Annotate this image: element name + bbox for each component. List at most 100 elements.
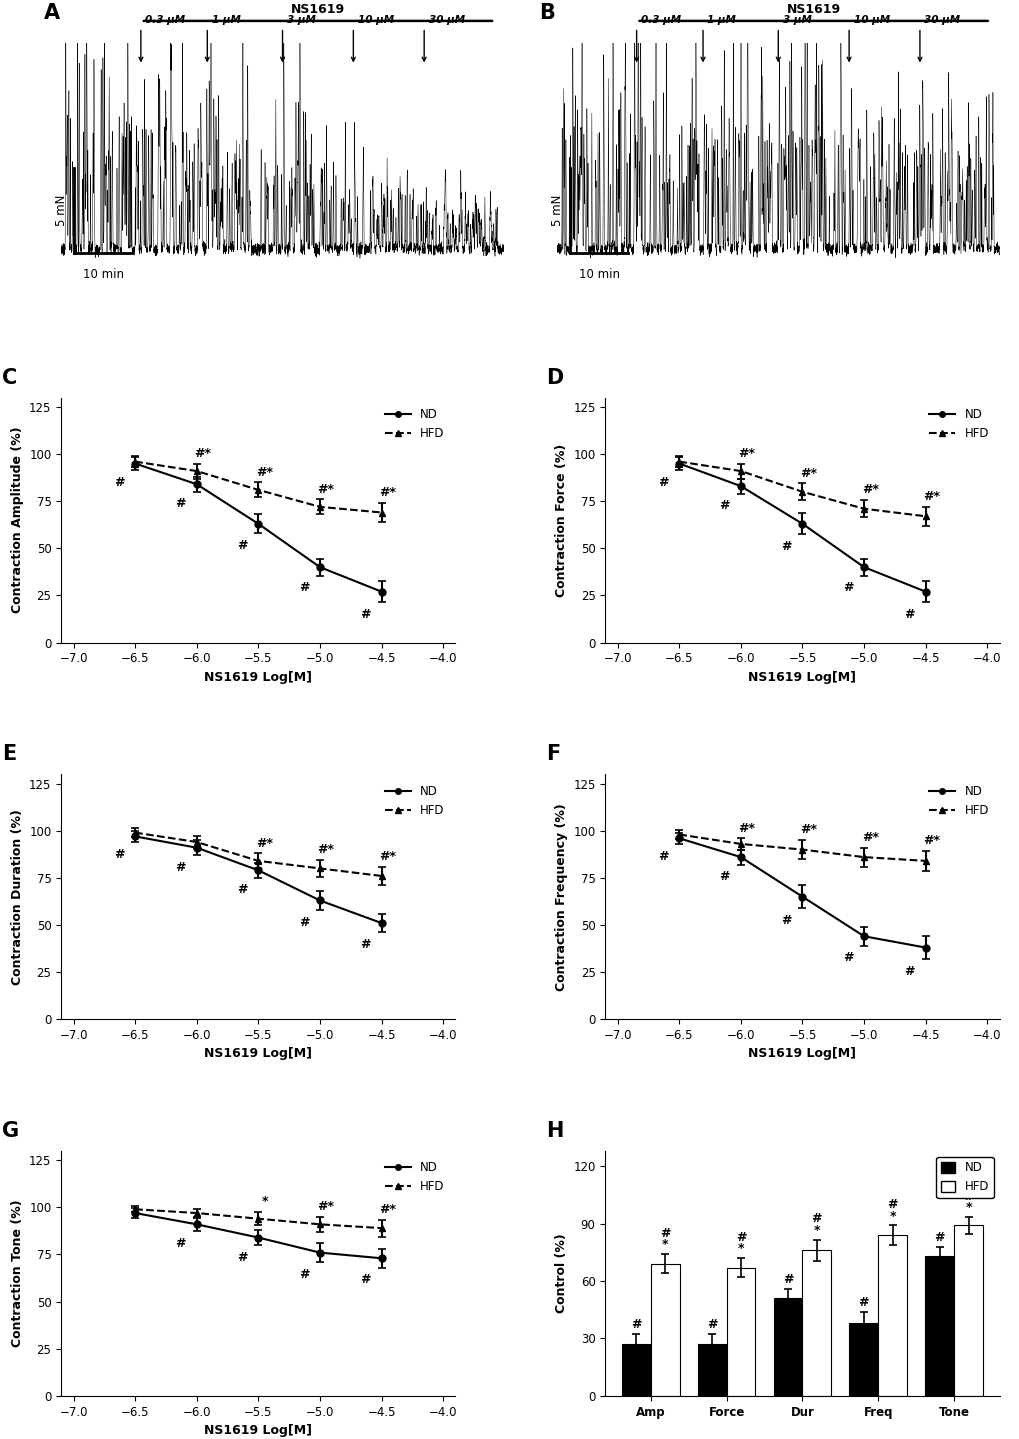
Text: #*: #*	[922, 491, 940, 504]
Y-axis label: Contraction Duration (%): Contraction Duration (%)	[10, 809, 23, 984]
Text: #*: #*	[922, 833, 940, 846]
Text: B: B	[539, 3, 554, 23]
Text: #: #	[904, 964, 914, 977]
Text: #: #	[781, 914, 791, 927]
Text: #: #	[735, 1230, 746, 1243]
Text: #: #	[657, 849, 667, 862]
Text: #*: #*	[799, 823, 816, 836]
Text: #*: #*	[256, 836, 273, 849]
Text: #*: #*	[256, 466, 273, 479]
Text: #*: #*	[379, 486, 395, 499]
Text: #: #	[718, 499, 730, 512]
Text: #: #	[781, 540, 791, 553]
Text: #: #	[706, 1318, 716, 1331]
Text: #: #	[657, 476, 667, 489]
Text: #: #	[858, 1295, 868, 1308]
Text: 10 min: 10 min	[83, 268, 123, 281]
Text: 5 mN: 5 mN	[550, 194, 564, 226]
Text: #: #	[659, 1227, 669, 1240]
Bar	[726, 1268, 755, 1396]
Text: #: #	[175, 861, 185, 873]
Text: #: #	[718, 871, 730, 884]
Text: #: #	[842, 581, 853, 594]
Text: 1 μM: 1 μM	[707, 16, 736, 26]
Text: *: *	[964, 1202, 971, 1215]
Text: #: #	[360, 938, 371, 951]
Text: 10 μM: 10 μM	[853, 16, 889, 26]
Y-axis label: Contraction Tone (%): Contraction Tone (%)	[10, 1200, 23, 1347]
Legend: ND, HFD: ND, HFD	[380, 1157, 449, 1199]
Text: 30 μM: 30 μM	[428, 16, 465, 26]
Text: #: #	[175, 498, 185, 511]
Text: #*: #*	[317, 1200, 334, 1213]
Text: #*: #*	[738, 822, 755, 835]
Text: #*: #*	[799, 466, 816, 479]
Text: #*: #*	[379, 1203, 395, 1216]
Text: NS1619: NS1619	[290, 3, 344, 16]
Legend: ND, HFD: ND, HFD	[923, 780, 993, 822]
Y-axis label: Contraction Force (%): Contraction Force (%)	[554, 443, 568, 597]
X-axis label: NS1619 Log[M]: NS1619 Log[M]	[748, 671, 856, 684]
Text: #: #	[236, 884, 248, 896]
Y-axis label: Contraction Frequency (%): Contraction Frequency (%)	[554, 803, 568, 990]
X-axis label: NS1619 Log[M]: NS1619 Log[M]	[748, 1048, 856, 1061]
Text: #: #	[360, 607, 371, 620]
Bar	[877, 1235, 906, 1396]
Text: *: *	[737, 1242, 744, 1255]
Bar	[849, 1322, 877, 1396]
Legend: ND, HFD: ND, HFD	[380, 780, 449, 822]
Y-axis label: Contraction Amplitude (%): Contraction Amplitude (%)	[10, 427, 23, 613]
Text: #*: #*	[861, 484, 877, 496]
Text: 1 μM: 1 μM	[212, 16, 240, 26]
Text: #: #	[887, 1199, 897, 1212]
Text: #: #	[962, 1190, 973, 1203]
Legend: ND, HFD: ND, HFD	[923, 403, 993, 445]
Text: *: *	[661, 1239, 667, 1252]
Bar	[650, 1263, 679, 1396]
Legend: ND, HFD: ND, HFD	[380, 403, 449, 445]
Text: F: F	[545, 744, 559, 764]
Text: 30 μM: 30 μM	[923, 16, 960, 26]
Bar	[802, 1250, 830, 1396]
Text: 10 min: 10 min	[578, 268, 619, 281]
Text: A: A	[44, 3, 59, 23]
Text: *: *	[261, 1196, 268, 1209]
Text: C: C	[2, 368, 17, 387]
Text: 5 mN: 5 mN	[55, 194, 68, 226]
Text: 0.3 μM: 0.3 μM	[640, 16, 681, 26]
Text: #: #	[782, 1272, 793, 1286]
X-axis label: NS1619 Log[M]: NS1619 Log[M]	[204, 671, 312, 684]
Text: #: #	[114, 476, 124, 489]
Text: D: D	[545, 368, 562, 387]
Bar	[772, 1298, 802, 1396]
Text: G: G	[2, 1121, 19, 1141]
Text: #*: #*	[317, 482, 334, 495]
Text: *: *	[889, 1210, 895, 1223]
Text: #*: #*	[861, 830, 877, 843]
Text: #: #	[299, 581, 309, 594]
Text: #*: #*	[195, 446, 211, 459]
Text: #: #	[236, 538, 248, 553]
Text: #*: #*	[379, 850, 395, 863]
Y-axis label: Control (%): Control (%)	[554, 1233, 568, 1314]
Bar	[924, 1256, 953, 1396]
Text: #*: #*	[738, 446, 755, 459]
Text: #: #	[175, 1236, 185, 1249]
Text: H: H	[545, 1121, 562, 1141]
Text: #: #	[299, 1268, 309, 1281]
Text: #: #	[811, 1213, 821, 1226]
Text: 3 μM: 3 μM	[286, 16, 316, 26]
Text: #: #	[236, 1250, 248, 1263]
Bar	[953, 1226, 982, 1396]
Text: #: #	[842, 951, 853, 964]
Bar	[622, 1344, 650, 1396]
Legend: ND, HFD: ND, HFD	[935, 1157, 993, 1199]
X-axis label: NS1619 Log[M]: NS1619 Log[M]	[204, 1425, 312, 1438]
Text: #: #	[631, 1318, 641, 1331]
Bar	[697, 1344, 726, 1396]
Text: #: #	[299, 915, 309, 928]
X-axis label: NS1619 Log[M]: NS1619 Log[M]	[204, 1048, 312, 1061]
Text: 0.3 μM: 0.3 μM	[145, 16, 185, 26]
Text: 10 μM: 10 μM	[358, 16, 393, 26]
Text: #*: #*	[317, 843, 334, 856]
